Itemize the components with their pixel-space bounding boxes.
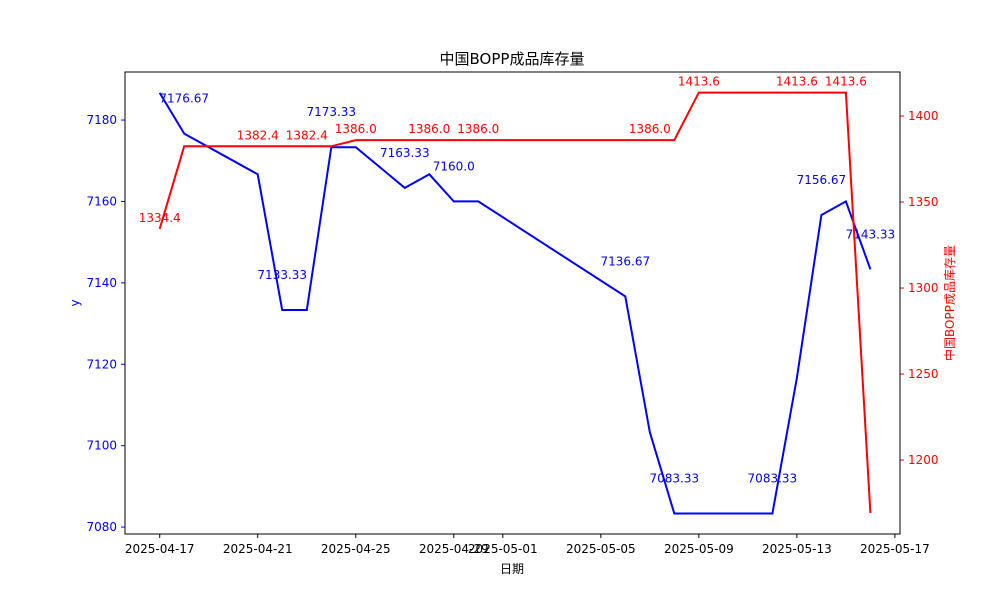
data-label-left: 7176.67 bbox=[159, 92, 209, 106]
data-label-left: 7156.67 bbox=[797, 173, 847, 187]
plot-frame bbox=[124, 71, 901, 535]
data-label-right: 1386.0 bbox=[629, 122, 671, 136]
y-tick-label-right: 1200 bbox=[908, 453, 939, 467]
y-tick-label-left: 7100 bbox=[86, 439, 117, 453]
x-tick-label: 2025-05-01 bbox=[468, 542, 538, 556]
data-label-left: 7160.0 bbox=[433, 159, 475, 173]
x-tick-label: 2025-05-13 bbox=[762, 542, 832, 556]
data-label-right: 1334.4 bbox=[139, 211, 181, 225]
y-tick-label-left: 7080 bbox=[86, 520, 117, 534]
x-tick-label: 2025-04-29 bbox=[419, 542, 489, 556]
data-label-right: 1413.6 bbox=[678, 75, 720, 89]
y-tick-label-left: 7160 bbox=[86, 194, 117, 208]
data-label-right: 1386.0 bbox=[457, 122, 499, 136]
data-label-left: 7173.33 bbox=[306, 105, 356, 119]
chart-title: 中国BOPP成品库存量 bbox=[440, 50, 585, 68]
y-tick-label-right: 1400 bbox=[908, 109, 939, 123]
x-tick-label: 2025-04-17 bbox=[125, 542, 195, 556]
x-axis-label: 日期 bbox=[500, 562, 524, 576]
data-label-right: 1386.0 bbox=[335, 122, 377, 136]
data-label-left: 7133.33 bbox=[257, 268, 307, 282]
data-label-right: 1413.6 bbox=[825, 75, 867, 89]
x-tick-label: 2025-04-21 bbox=[223, 542, 293, 556]
data-label-right: 1386.0 bbox=[408, 122, 450, 136]
y-tick-label-left: 7120 bbox=[86, 357, 117, 371]
y-tick-label-left: 7140 bbox=[86, 276, 117, 290]
data-label-left: 7083.33 bbox=[748, 472, 798, 486]
data-label-right: 1382.4 bbox=[237, 128, 279, 142]
y-tick-label-left: 7180 bbox=[86, 113, 117, 127]
data-label-left: 7163.33 bbox=[380, 146, 430, 160]
data-label-right: 1413.6 bbox=[776, 75, 818, 89]
x-tick-label: 2025-05-09 bbox=[664, 542, 734, 556]
data-label-right: 1382.4 bbox=[286, 128, 328, 142]
y-tick-label-right: 1300 bbox=[908, 281, 939, 295]
x-tick-label: 2025-04-25 bbox=[321, 542, 391, 556]
series-line-left bbox=[158, 92, 872, 515]
series-line-right bbox=[158, 91, 872, 514]
data-label-left: 7083.33 bbox=[650, 472, 700, 486]
y-tick-label-right: 1250 bbox=[908, 367, 939, 381]
x-tick-label: 2025-05-17 bbox=[860, 542, 930, 556]
y-axis-label-left: y bbox=[68, 299, 82, 306]
y-axis-label-right: 中国BOPP成品库存量 bbox=[942, 245, 957, 361]
data-label-left: 7136.67 bbox=[601, 254, 651, 268]
data-label-left: 7143.33 bbox=[846, 227, 896, 241]
y-tick-label-right: 1350 bbox=[908, 195, 939, 209]
x-tick-label: 2025-05-05 bbox=[566, 542, 636, 556]
